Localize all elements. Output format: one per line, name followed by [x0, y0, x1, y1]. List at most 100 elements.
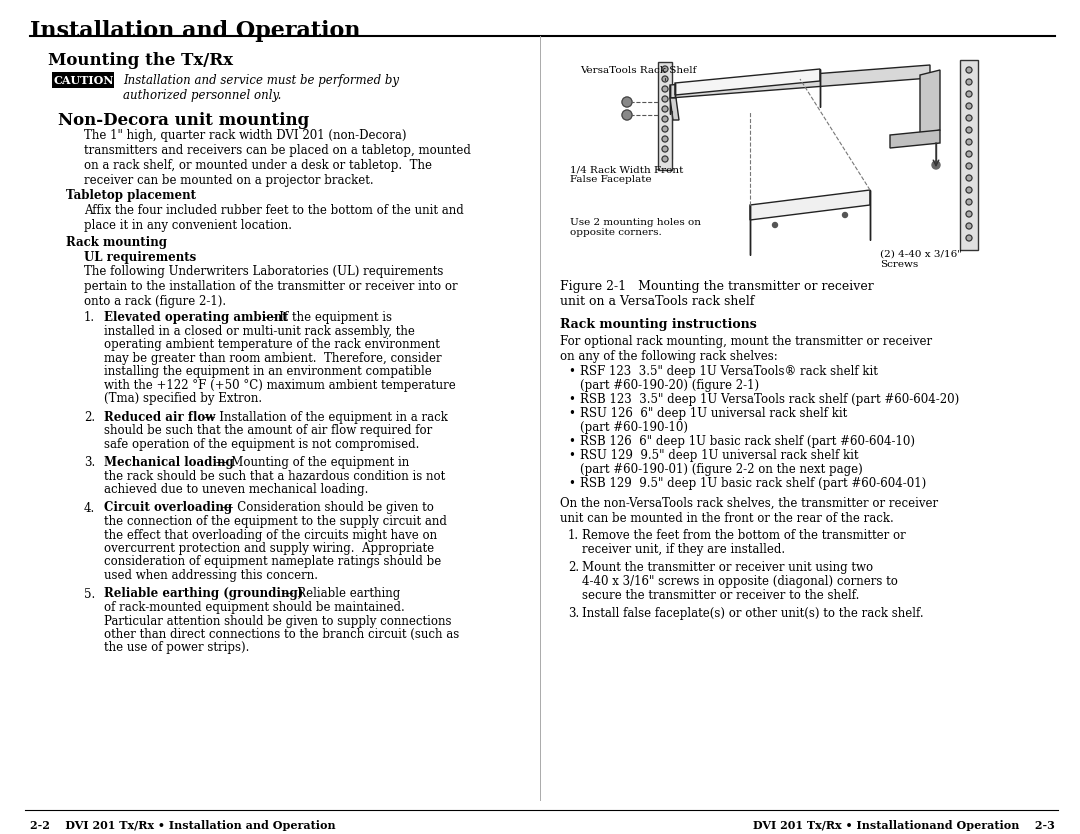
- Text: Reliable earthing (grounding): Reliable earthing (grounding): [104, 587, 303, 600]
- Text: 4.: 4.: [84, 501, 95, 515]
- Text: (part #60-190-10): (part #60-190-10): [580, 421, 688, 434]
- Text: Rack mounting: Rack mounting: [66, 236, 167, 249]
- Text: 2-2    DVI 201 Tx/Rx • Installation and Operation: 2-2 DVI 201 Tx/Rx • Installation and Ope…: [30, 820, 336, 831]
- Circle shape: [662, 66, 669, 72]
- Text: used when addressing this concern.: used when addressing this concern.: [104, 569, 318, 582]
- Text: 1.: 1.: [84, 311, 95, 324]
- Text: 5.: 5.: [84, 587, 95, 600]
- Circle shape: [966, 115, 972, 121]
- Text: the use of power strips).: the use of power strips).: [104, 641, 249, 655]
- Text: other than direct connections to the branch circuit (such as: other than direct connections to the bra…: [104, 628, 459, 641]
- Text: 2.: 2.: [568, 561, 579, 574]
- Text: Affix the four included rubber feet to the bottom of the unit and
place it in an: Affix the four included rubber feet to t…: [84, 204, 463, 232]
- Circle shape: [842, 213, 848, 218]
- Circle shape: [966, 211, 972, 217]
- Text: unit on a VersaTools rack shelf: unit on a VersaTools rack shelf: [561, 295, 754, 308]
- Circle shape: [966, 79, 972, 85]
- Text: achieved due to uneven mechanical loading.: achieved due to uneven mechanical loadin…: [104, 483, 368, 496]
- Polygon shape: [675, 69, 820, 95]
- Text: RSF 123  3.5" deep 1U VersaTools® rack shelf kit: RSF 123 3.5" deep 1U VersaTools® rack sh…: [580, 365, 878, 378]
- Circle shape: [662, 146, 669, 152]
- Text: of rack-mounted equipment should be maintained.: of rack-mounted equipment should be main…: [104, 601, 405, 614]
- Text: On the non-VersaTools rack shelves, the transmitter or receiver
unit can be moun: On the non-VersaTools rack shelves, the …: [561, 497, 939, 525]
- Circle shape: [662, 126, 669, 132]
- Text: RSB 129  9.5" deep 1U basic rack shelf (part #60-604-01): RSB 129 9.5" deep 1U basic rack shelf (p…: [580, 477, 927, 490]
- Text: •: •: [568, 477, 575, 490]
- Polygon shape: [658, 62, 672, 170]
- Bar: [52, 72, 114, 88]
- Text: may be greater than room ambient.  Therefore, consider: may be greater than room ambient. Theref…: [104, 351, 442, 364]
- Text: Particular attention should be given to supply connections: Particular attention should be given to …: [104, 615, 451, 627]
- Text: — Reliable earthing: — Reliable earthing: [278, 587, 401, 600]
- Text: •: •: [568, 365, 575, 378]
- Circle shape: [966, 199, 972, 205]
- Text: Elevated operating ambient: Elevated operating ambient: [104, 311, 287, 324]
- Text: 3.: 3.: [84, 456, 95, 469]
- Circle shape: [966, 175, 972, 181]
- Circle shape: [662, 76, 669, 82]
- Text: RSU 129  9.5" deep 1U universal rack shelf kit: RSU 129 9.5" deep 1U universal rack shel…: [580, 449, 859, 462]
- Text: The following Underwriters Laboratories (UL) requirements
pertain to the install: The following Underwriters Laboratories …: [84, 265, 458, 308]
- Circle shape: [966, 187, 972, 193]
- Polygon shape: [960, 60, 978, 250]
- Circle shape: [966, 163, 972, 169]
- Circle shape: [966, 103, 972, 109]
- Text: Mechanical loading: Mechanical loading: [104, 456, 233, 469]
- Text: Installation and service must be performed by
authorized personnel only.: Installation and service must be perform…: [123, 74, 399, 102]
- Text: Figure 2-1   Mounting the transmitter or receiver: Figure 2-1 Mounting the transmitter or r…: [561, 280, 874, 293]
- Text: — If the equipment is: — If the equipment is: [260, 311, 392, 324]
- Circle shape: [662, 86, 669, 92]
- Text: Circuit overloading: Circuit overloading: [104, 501, 232, 515]
- Polygon shape: [670, 65, 930, 98]
- Text: •: •: [568, 449, 575, 462]
- Text: Mounting the Tx/Rx: Mounting the Tx/Rx: [48, 52, 233, 69]
- Polygon shape: [890, 130, 940, 148]
- Text: the effect that overloading of the circuits might have on: the effect that overloading of the circu…: [104, 529, 437, 541]
- Text: 1/4 Rack Width Front
False Faceplate: 1/4 Rack Width Front False Faceplate: [570, 111, 684, 184]
- Text: Non-Decora unit mounting: Non-Decora unit mounting: [58, 112, 309, 129]
- Text: Use 2 mounting holes on
opposite corners.: Use 2 mounting holes on opposite corners…: [570, 218, 701, 238]
- Circle shape: [662, 156, 669, 162]
- Circle shape: [932, 161, 940, 169]
- Circle shape: [966, 67, 972, 73]
- Circle shape: [966, 235, 972, 241]
- Circle shape: [622, 110, 632, 120]
- Text: — Consideration should be given to: — Consideration should be given to: [218, 501, 434, 515]
- Text: •: •: [568, 393, 575, 406]
- Text: — Mounting of the equipment in: — Mounting of the equipment in: [212, 456, 409, 469]
- Text: Rack mounting instructions: Rack mounting instructions: [561, 318, 757, 331]
- Polygon shape: [750, 190, 870, 220]
- Circle shape: [662, 106, 669, 112]
- Text: consideration of equipment nameplate ratings should be: consideration of equipment nameplate rat…: [104, 555, 442, 569]
- Text: 1.: 1.: [568, 529, 579, 542]
- Text: Install false faceplate(s) or other unit(s) to the rack shelf.: Install false faceplate(s) or other unit…: [582, 607, 923, 620]
- Circle shape: [772, 223, 778, 228]
- Text: the rack should be such that a hazardous condition is not: the rack should be such that a hazardous…: [104, 470, 445, 483]
- Circle shape: [966, 151, 972, 157]
- Text: 4-40 x 3/16" screws in opposite (diagonal) corners to: 4-40 x 3/16" screws in opposite (diagona…: [582, 575, 897, 588]
- Text: Installation and Operation: Installation and Operation: [30, 20, 361, 42]
- Text: 3.: 3.: [568, 607, 579, 620]
- Text: — Installation of the equipment in a rack: — Installation of the equipment in a rac…: [200, 410, 448, 424]
- Text: RSB 126  6" deep 1U basic rack shelf (part #60-604-10): RSB 126 6" deep 1U basic rack shelf (par…: [580, 435, 915, 448]
- Text: •: •: [568, 435, 575, 448]
- Polygon shape: [670, 98, 679, 120]
- Text: receiver unit, if they are installed.: receiver unit, if they are installed.: [582, 543, 785, 556]
- Polygon shape: [920, 70, 940, 135]
- Circle shape: [662, 116, 669, 122]
- Text: UL requirements: UL requirements: [84, 251, 197, 264]
- Text: VersaTools Rack Shelf: VersaTools Rack Shelf: [580, 66, 697, 80]
- Text: RSU 126  6" deep 1U universal rack shelf kit: RSU 126 6" deep 1U universal rack shelf …: [580, 407, 847, 420]
- Circle shape: [966, 139, 972, 145]
- Circle shape: [966, 91, 972, 97]
- Text: Reduced air flow: Reduced air flow: [104, 410, 215, 424]
- Text: •: •: [568, 407, 575, 420]
- Text: safe operation of the equipment is not compromised.: safe operation of the equipment is not c…: [104, 438, 419, 450]
- Text: (Tma) specified by Extron.: (Tma) specified by Extron.: [104, 392, 262, 405]
- Circle shape: [966, 223, 972, 229]
- Text: secure the transmitter or receiver to the shelf.: secure the transmitter or receiver to th…: [582, 589, 860, 602]
- Text: (2) 4-40 x 3/16"
Screws: (2) 4-40 x 3/16" Screws: [880, 250, 962, 269]
- Text: CAUTION: CAUTION: [54, 75, 114, 86]
- Text: operating ambient temperature of the rack environment: operating ambient temperature of the rac…: [104, 338, 440, 351]
- Text: installed in a closed or multi-unit rack assembly, the: installed in a closed or multi-unit rack…: [104, 324, 415, 338]
